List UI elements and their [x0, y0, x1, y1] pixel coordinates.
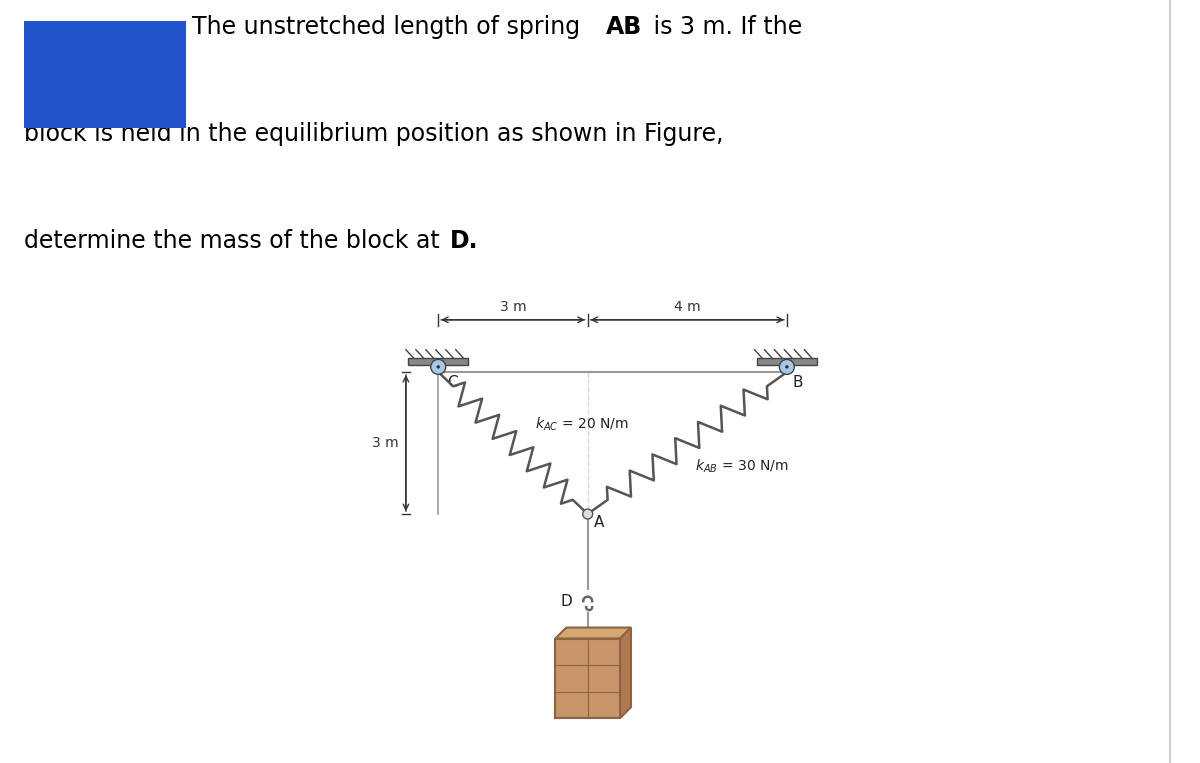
Bar [24, 21, 186, 128]
Text: D.: D. [450, 229, 479, 253]
Polygon shape [757, 358, 817, 365]
Polygon shape [556, 639, 620, 718]
Circle shape [583, 509, 593, 519]
Text: AB: AB [606, 15, 642, 39]
Text: 4 m: 4 m [674, 300, 701, 314]
Text: A: A [594, 515, 604, 530]
Circle shape [786, 365, 788, 369]
Polygon shape [408, 358, 468, 365]
Text: determine the mass of the block at: determine the mass of the block at [24, 229, 448, 253]
Text: $k_{AB}$ = 30 N/m: $k_{AB}$ = 30 N/m [695, 458, 788, 475]
Text: B: B [793, 375, 803, 390]
Circle shape [431, 359, 445, 375]
Text: The unstretched length of spring: The unstretched length of spring [192, 15, 588, 39]
Text: D: D [560, 594, 572, 609]
Text: is 3 m. If the: is 3 m. If the [646, 15, 802, 39]
Text: block is held in the equilibrium position as shown in Figure,: block is held in the equilibrium positio… [24, 122, 724, 146]
Text: C: C [448, 375, 458, 390]
Text: 3 m: 3 m [499, 300, 527, 314]
Polygon shape [620, 627, 631, 718]
Circle shape [779, 359, 794, 375]
Circle shape [437, 365, 439, 369]
Polygon shape [556, 627, 631, 639]
Text: $k_{AC}$ = 20 N/m: $k_{AC}$ = 20 N/m [535, 416, 629, 433]
Text: 3 m: 3 m [372, 436, 398, 450]
